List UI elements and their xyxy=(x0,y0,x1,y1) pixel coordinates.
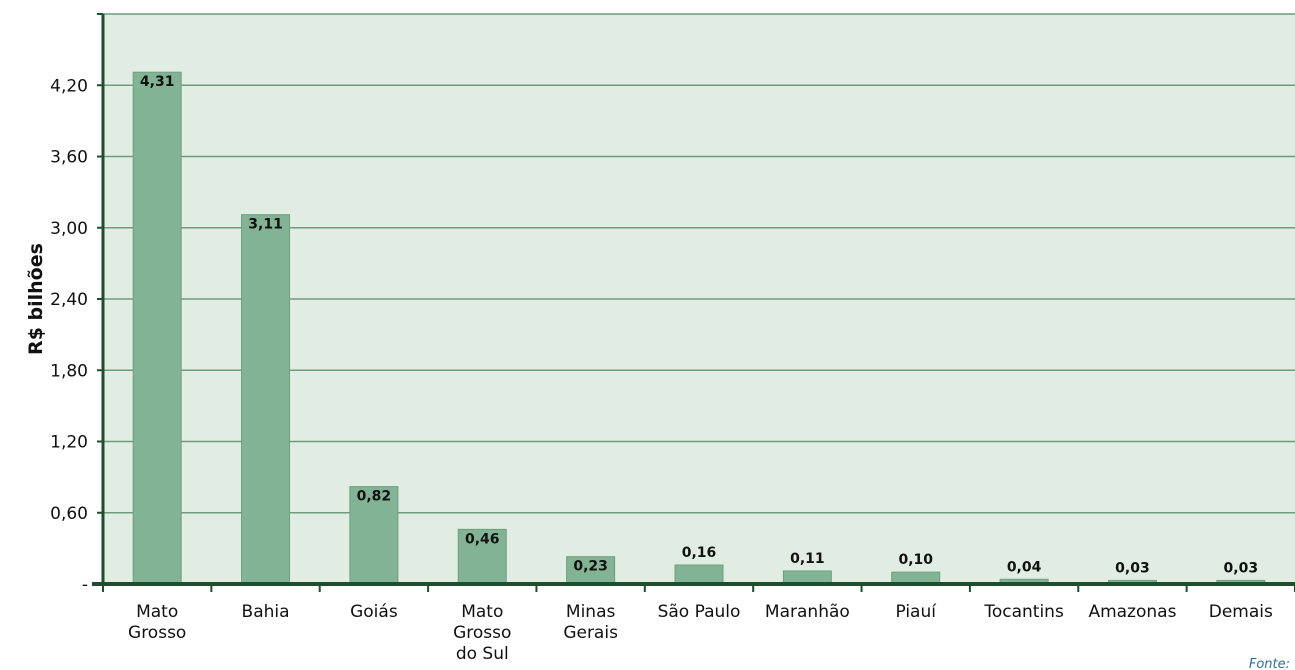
bar xyxy=(457,528,507,585)
data-label: 0,11 xyxy=(790,551,825,567)
y-tick-label: 3,60 xyxy=(50,148,88,168)
data-label: 0,03 xyxy=(1224,560,1259,576)
data-label: 4,31 xyxy=(140,74,175,90)
y-tick-label: 1,80 xyxy=(50,361,88,381)
x-tick-label: São Paulo xyxy=(658,602,741,622)
x-tick-label: Gerais xyxy=(563,623,618,643)
x-tick-label: Minas xyxy=(566,602,616,622)
x-tick-label: Mato xyxy=(461,602,503,622)
bars xyxy=(132,71,1266,585)
data-label: 0,04 xyxy=(1007,559,1042,575)
bar xyxy=(132,71,182,585)
source-note: Fonte: xyxy=(1249,657,1290,670)
data-label: 0,10 xyxy=(898,552,933,568)
x-tick-label: Piauí xyxy=(895,602,937,622)
x-tick-label: Goiás xyxy=(350,602,398,622)
x-tick-label: Bahia xyxy=(242,602,290,622)
data-label: 0,46 xyxy=(465,531,500,547)
bar xyxy=(241,214,291,585)
y-axis-label: R$ bilhões xyxy=(25,243,47,355)
x-tick-label: Demais xyxy=(1209,602,1273,622)
data-labels: 4,31 3,11 0,82 0,46 0,23 0,16 0,11 0,10 0,04 0,03… xyxy=(140,74,1258,576)
x-tick-label: Maranhão xyxy=(765,602,850,622)
x-tick-label: Amazonas xyxy=(1088,602,1176,622)
x-tick-label: Grosso xyxy=(453,623,511,643)
y-tick-label: 0,60 xyxy=(50,504,88,524)
y-tick-label: - xyxy=(82,575,88,595)
x-tick-label: do Sul xyxy=(456,644,509,664)
bar xyxy=(566,556,616,585)
bar xyxy=(674,564,724,585)
x-tick-label: Mato xyxy=(136,602,178,622)
data-label: 0,03 xyxy=(1115,560,1150,576)
data-label: 0,23 xyxy=(573,559,608,575)
data-label: 0,82 xyxy=(357,489,392,505)
bar xyxy=(349,486,399,585)
x-tick-label: Grosso xyxy=(128,623,186,643)
axes xyxy=(92,13,1295,592)
y-tick-label: 2,40 xyxy=(50,290,88,310)
y-tick-label: 3,00 xyxy=(50,219,88,239)
y-tick-label: 4,20 xyxy=(50,76,88,96)
y-tick-label: 1,20 xyxy=(50,433,88,453)
y-axis-tick-labels: - 0,60 1,20 1,80 2,40 3,00 3,60 4,20 xyxy=(50,76,88,595)
gridlines xyxy=(103,13,1295,514)
data-label: 0,16 xyxy=(682,545,717,561)
data-label: 3,11 xyxy=(248,217,283,233)
x-tick-label: Tocantins xyxy=(983,602,1064,622)
